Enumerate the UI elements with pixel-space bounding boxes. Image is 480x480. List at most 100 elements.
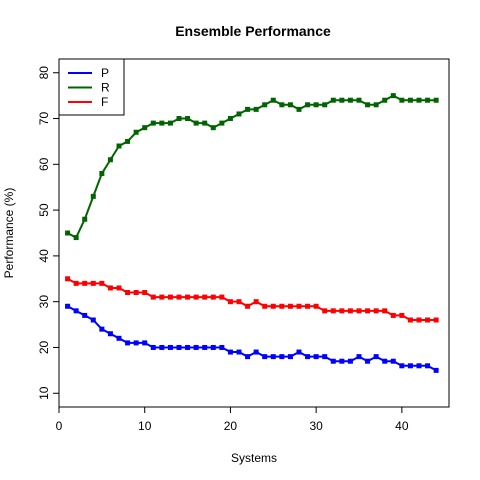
x-axis: 0 10 20 30 40 [56, 407, 409, 433]
data-point [159, 344, 165, 350]
data-point [253, 349, 259, 355]
data-point [133, 290, 139, 296]
data-point [82, 280, 88, 286]
data-point [407, 317, 413, 323]
data-point [210, 125, 216, 131]
data-point [116, 285, 122, 291]
data-point [227, 299, 233, 305]
data-point [270, 97, 276, 103]
data-point [167, 344, 173, 350]
data-point [133, 340, 139, 346]
data-point [159, 294, 165, 300]
y-axis: 10 20 30 40 50 60 70 80 [37, 66, 59, 400]
data-point [365, 102, 371, 108]
series-f [65, 276, 439, 323]
data-point [202, 120, 208, 126]
data-point [347, 97, 353, 103]
data-point [270, 354, 276, 360]
data-point [356, 308, 362, 314]
y-tick-label: 10 [37, 386, 51, 400]
data-point [73, 235, 79, 241]
data-point [193, 120, 199, 126]
data-point [407, 363, 413, 369]
series-r [65, 93, 439, 241]
data-point [99, 280, 105, 286]
data-point [193, 294, 199, 300]
series-line [67, 277, 437, 321]
data-point [416, 363, 422, 369]
data-point [219, 120, 225, 126]
series-layer [65, 93, 439, 373]
data-point [433, 367, 439, 373]
data-point [330, 97, 336, 103]
data-point [262, 354, 268, 360]
data-point [382, 308, 388, 314]
series-line [67, 305, 437, 372]
data-point [407, 97, 413, 103]
data-point [253, 106, 259, 112]
data-point [202, 294, 208, 300]
data-point [202, 344, 208, 350]
x-tick-label: 30 [309, 419, 323, 433]
data-point [210, 294, 216, 300]
data-point [305, 354, 311, 360]
data-point [399, 312, 405, 318]
data-point [279, 102, 285, 108]
data-point [133, 129, 139, 135]
data-point [287, 303, 293, 309]
data-point [313, 354, 319, 360]
data-point [219, 294, 225, 300]
chart-title: Ensemble Performance [175, 23, 331, 39]
data-point [339, 358, 345, 364]
data-point [296, 106, 302, 112]
data-point [210, 344, 216, 350]
data-point [322, 102, 328, 108]
data-point [356, 97, 362, 103]
data-point [227, 116, 233, 122]
data-point [116, 143, 122, 149]
data-point [296, 303, 302, 309]
data-point [116, 335, 122, 341]
data-point [185, 294, 191, 300]
data-point [262, 102, 268, 108]
x-tick-label: 20 [224, 419, 238, 433]
legend-label: F [101, 95, 108, 109]
data-point [425, 317, 431, 323]
data-point [236, 111, 242, 117]
data-point [339, 308, 345, 314]
data-point [347, 358, 353, 364]
data-point [373, 308, 379, 314]
data-point [107, 285, 113, 291]
data-point [73, 308, 79, 314]
data-point [176, 116, 182, 122]
data-point [142, 125, 148, 131]
legend-label: P [101, 66, 109, 80]
data-point [125, 290, 131, 296]
data-point [425, 97, 431, 103]
data-point [279, 354, 285, 360]
y-axis-label: Performance (%) [2, 188, 16, 279]
data-point [150, 344, 156, 350]
y-tick-label: 80 [37, 66, 51, 80]
data-point [399, 97, 405, 103]
data-point [330, 358, 336, 364]
data-point [356, 354, 362, 360]
series-p [65, 303, 439, 373]
x-tick-label: 0 [56, 419, 63, 433]
data-point [245, 354, 251, 360]
data-point [245, 106, 251, 112]
data-point [253, 299, 259, 305]
data-point [416, 97, 422, 103]
y-tick-label: 40 [37, 249, 51, 263]
data-point [150, 294, 156, 300]
x-axis-label: Systems [231, 451, 277, 465]
data-point [125, 138, 131, 144]
data-point [193, 344, 199, 350]
data-point [373, 102, 379, 108]
data-point [107, 331, 113, 337]
y-tick-label: 50 [37, 203, 51, 217]
data-point [90, 317, 96, 323]
data-point [433, 97, 439, 103]
data-point [390, 93, 396, 99]
